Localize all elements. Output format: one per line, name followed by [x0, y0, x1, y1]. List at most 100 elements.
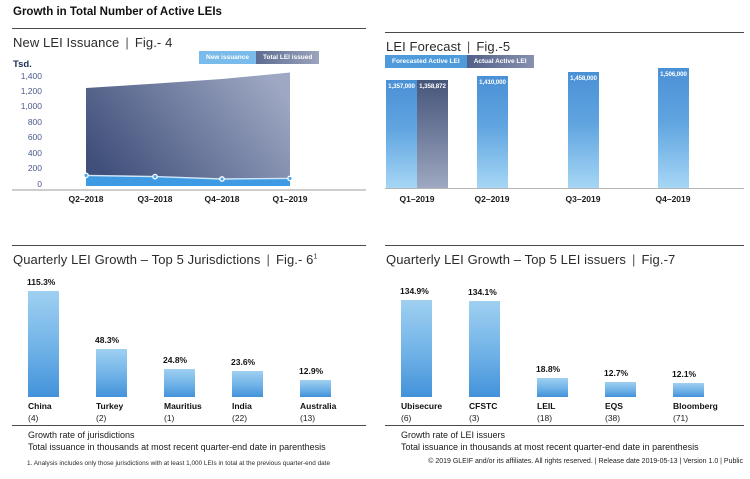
new-issuance-line [85, 174, 291, 180]
category-label: China [28, 401, 52, 411]
x-axis-label: Q2–2019 [474, 194, 510, 204]
y-tick-label: 1,400 [20, 70, 42, 81]
legend-chip-new-issuance: New issuance [199, 51, 256, 64]
bar-percent-label: 134.1% [468, 287, 497, 297]
bar-percent-label: 12.9% [299, 366, 324, 376]
bar-percent-label: 115.3% [27, 277, 56, 287]
y-tick-label: 1,000 [20, 101, 42, 112]
bar-value-label: 1,358,872 [419, 83, 446, 90]
forecast-bar: 1,357,000 [386, 80, 417, 188]
fig5-legend: Forecasted Active LEI Actual Active LEI [385, 55, 534, 68]
x-axis-label: Q4–2018 [204, 194, 240, 204]
x-axis-label: Q1–2019 [272, 194, 308, 204]
fig5-xlabels: Q1–2019 Q2–2019 Q3–2019 Q4–2019 [385, 194, 744, 206]
bar-value-label: 1,458,000 [570, 75, 597, 82]
fig4-xlabels: Q2–2018 Q3–2018 Q4–2018 Q1–2019 [12, 194, 366, 206]
growth-bar [164, 369, 195, 397]
fig7-section-title: Quarterly LEI Growth – Top 5 LEI issuers… [386, 252, 675, 267]
growth-bar [673, 383, 704, 397]
fig4-plot [12, 72, 366, 191]
y-tick-label: 200 [27, 163, 42, 174]
fig4-top-rule [12, 28, 366, 29]
title-separator: | [632, 252, 636, 267]
growth-bar [469, 301, 500, 397]
fig7-note-1: Growth rate of LEI issuers [401, 430, 506, 440]
fig4-legend: New issuance Total LEI issued [199, 51, 320, 64]
y-tick-label: 0 [37, 178, 42, 189]
bar-percent-label: 134.9% [400, 286, 429, 296]
category-label: Mauritius [164, 401, 202, 411]
bar-percent-label: 18.8% [536, 364, 561, 374]
category-total-label: (38) [605, 413, 621, 423]
title-separator: | [125, 35, 129, 50]
forecast-bar: 1,458,000 [568, 72, 599, 188]
category-total-label: (13) [300, 413, 316, 423]
growth-bar [605, 382, 636, 397]
category-total-label: (1) [164, 413, 175, 423]
fig5-bars: 1,357,000 1,358,872 1,410,000 1,458,000 1,50… [385, 32, 744, 188]
fig5-section-title: LEI Forecast | Fig.-5 [386, 39, 510, 54]
bar-percent-label: 48.3% [95, 335, 120, 345]
bar-value-label: 1,357,000 [388, 83, 415, 90]
legend-chip-forecasted-active-lei: Forecasted Active LEI [385, 55, 467, 68]
x-axis-label: Q1–2019 [399, 194, 435, 204]
fig4-fig-label: Fig.- 4 [134, 35, 173, 50]
growth-bar [401, 300, 432, 397]
fig7-bars: 134.9% Ubisecure (6) 134.1% CFSTC (3) 18.8% LEI… [385, 245, 744, 425]
category-total-label: (18) [537, 413, 553, 423]
category-total-label: (22) [232, 413, 248, 423]
fig5-top-rule [385, 32, 744, 33]
fig7-section: Quarterly LEI Growth – Top 5 LEI issuers… [385, 245, 744, 479]
bar-percent-label: 23.6% [231, 357, 256, 367]
category-label: Australia [300, 401, 337, 411]
fig6-section: Quarterly LEI Growth – Top 5 Jurisdictio… [12, 245, 366, 479]
category-total-label: (2) [96, 413, 107, 423]
category-total-label: (4) [28, 413, 39, 423]
fig5-title-text: LEI Forecast [386, 39, 461, 54]
x-axis-label: Q4–2019 [655, 194, 691, 204]
fig7-title-text: Quarterly LEI Growth – Top 5 LEI issuers [386, 252, 627, 267]
category-label: Turkey [96, 401, 124, 411]
fig6-footnote-marker: 1 [313, 253, 318, 261]
fig4-unit-label: Tsd. [13, 59, 32, 70]
new-issuance-band [86, 175, 290, 186]
x-axis-label: Q3–2018 [137, 194, 173, 204]
y-tick-label: 800 [27, 116, 42, 127]
category-label: LEIL [537, 401, 556, 411]
data-point-marker [152, 173, 158, 180]
fig7-note-2: Total issuance in thousands at most rece… [401, 442, 699, 452]
category-total-label: (3) [469, 413, 480, 423]
category-label: EQS [605, 401, 623, 411]
forecast-bar: 1,410,000 [477, 76, 508, 188]
fig5-section: LEI Forecast | Fig.-5 Forecasted Active LE… [385, 32, 744, 232]
title-separator: | [466, 39, 471, 54]
data-point-marker [219, 176, 225, 182]
forecast-bar: 1,358,872 [417, 80, 448, 188]
fig7-top-rule [385, 245, 744, 246]
fig5-axis-line [385, 188, 744, 189]
bar-percent-label: 12.7% [604, 368, 629, 378]
y-tick-label: 1,200 [20, 85, 42, 96]
growth-bar [96, 349, 127, 397]
title-separator: | [266, 252, 270, 267]
legend-chip-actual-active-lei: Actual Active LEI [466, 55, 534, 68]
fig4-title-text: New LEI Issuance [13, 35, 120, 50]
fig6-footnote: 1. Analysis includes only those jurisdic… [27, 460, 331, 467]
fig6-bars: 115.3% China (4) 48.3% Turkey (2) 24.8% Mauriti… [12, 245, 366, 425]
category-label: Bloomberg [673, 401, 718, 411]
category-label: Ubisecure [401, 401, 443, 411]
category-label: India [232, 401, 252, 411]
fig6-fig-label: Fig.- 6 [275, 252, 314, 267]
fig7-fig-label: Fig.-7 [641, 252, 676, 267]
data-point-marker [287, 175, 293, 182]
forecast-bar: 1,506,000 [658, 68, 689, 188]
x-axis-label: Q2–2018 [68, 194, 104, 204]
fig7-bottom-rule [385, 425, 744, 426]
growth-bar [28, 291, 59, 397]
category-label: CFSTC [469, 401, 498, 411]
bar-value-label: 1,506,000 [660, 71, 687, 78]
legend-chip-total-lei-issued: Total LEI issued [256, 51, 320, 64]
fig6-section-title: Quarterly LEI Growth – Top 5 Jurisdictio… [13, 252, 318, 267]
y-tick-label: 400 [27, 147, 42, 158]
growth-bar [537, 378, 568, 397]
